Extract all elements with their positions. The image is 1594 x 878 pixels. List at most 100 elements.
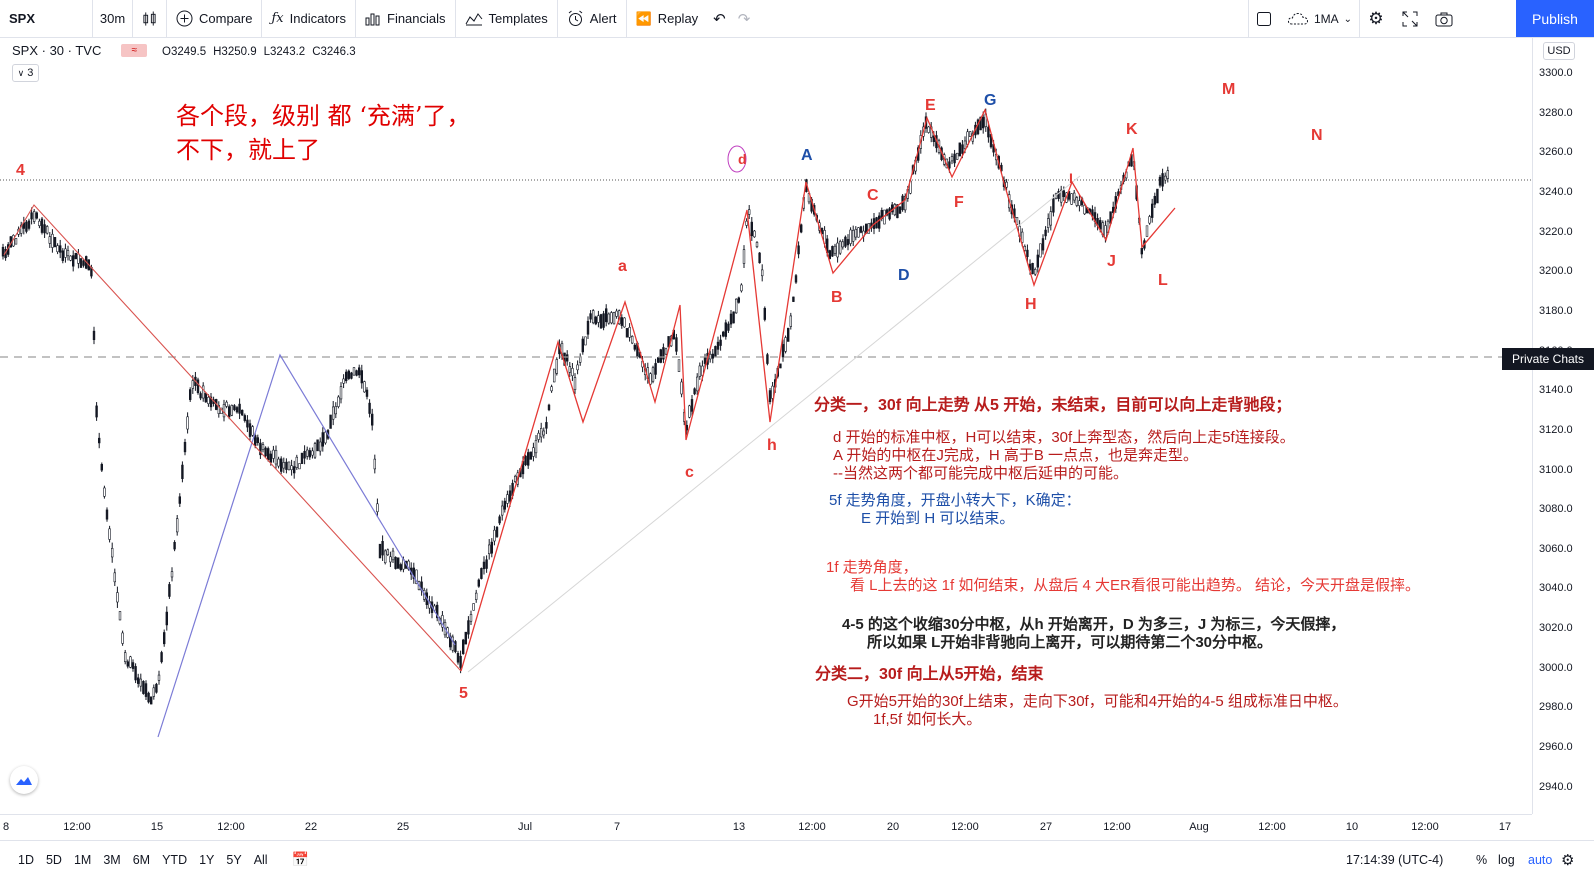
range-button-6m[interactable]: 6M [132,852,151,867]
candle-body [56,245,59,253]
undo-button[interactable]: ↶ [707,0,732,38]
layout-button[interactable]: 1MA ⌄ [1280,0,1360,38]
candle-body [893,204,897,216]
candle-body [1070,193,1073,205]
price-axis[interactable]: 3300.0 3280.0 3260.0 3240.0 3220.0 3200.0 3180… [1532,38,1594,814]
candle-body [903,196,907,211]
candle-body [1015,217,1019,225]
range-button-all[interactable]: All [253,852,268,867]
snapshot-button[interactable] [1430,0,1458,38]
candle-body [688,405,691,418]
candle-body [1140,247,1144,255]
range-button-3m[interactable]: 3M [103,852,121,867]
candle-body [950,156,954,162]
candle-body [157,674,161,681]
private-chats-button[interactable]: Private Chats [1502,348,1594,370]
candle-body [269,453,272,463]
big-annotation-text: 各个段，级别 都 ‘充满’了， 不下，就上了 [176,102,471,164]
candle-body [698,365,702,377]
class1-line1: d 开始的标准中枢，H可以结束，30f上奔型态，然后向上走5f连接段。 [833,429,1295,446]
price-tick-label: 3280.0 [1539,106,1573,119]
ohlc-low: L3243.2 [263,46,306,58]
range-button-5y[interactable]: 5Y [226,852,242,867]
rewind-icon: ⏪ [635,10,652,26]
alert-button[interactable]: Alert [558,0,627,38]
candle-body [542,430,546,436]
candle-body [755,242,759,248]
candle-body [64,248,67,258]
replay-button[interactable]: ⏪ Replay [627,0,708,38]
candle-body [740,284,743,292]
candle-body [734,298,738,314]
candle-body [222,404,226,418]
range-button-ytd[interactable]: YTD [162,852,188,867]
range-button-1d[interactable]: 1D [18,852,34,867]
candle-body [35,212,39,219]
range-button-5d[interactable]: 5D [45,852,62,867]
top-toolbar: SPX 30m Compare ƒx Indicators Financials… [0,0,1594,38]
red-wave-up-line [460,108,1176,672]
candle-body [1148,216,1151,224]
candle-body [573,377,577,391]
candle-body [142,681,145,694]
financials-button[interactable]: Financials [356,0,456,38]
candle-body [1075,197,1079,206]
square-icon [1256,12,1271,26]
tradingview-logo[interactable] [10,766,38,794]
templates-button[interactable]: Templates [456,0,558,38]
candle-body [1052,198,1055,213]
candle-body [14,238,18,245]
candle-body [118,611,122,621]
percent-toggle[interactable]: % [1476,852,1488,867]
wave-label-A: A [801,147,813,164]
candle-body [347,370,350,379]
price-chart[interactable] [0,38,1532,814]
price-tick-label: 3180.0 [1539,304,1573,317]
trend-line [467,175,1081,673]
candle-body [168,584,171,597]
candle-body [230,405,233,416]
range-button-1y[interactable]: 1Y [199,852,215,867]
candle-body [550,386,553,392]
candle-body [30,212,33,220]
range-button-1m[interactable]: 1M [73,852,92,867]
price-tick-label: 3220.0 [1539,225,1573,238]
candle-body [506,494,509,504]
candle-body [838,241,842,254]
candle-body [578,356,582,363]
symbol-search-button[interactable]: SPX [0,0,93,38]
calendar-goto-icon[interactable]: 📅 [291,851,310,867]
candle-body [124,652,127,662]
fullscreen-select-button[interactable] [1248,0,1278,38]
legend-visibility-toggle[interactable]: ≈ [121,44,148,57]
clock-display[interactable]: 17:14:39 (UTC-4) [1346,852,1444,867]
candle-body [43,224,46,234]
indicators-button[interactable]: ƒx Indicators [262,0,356,38]
wave-label-a: a [618,258,627,275]
candle-body [225,401,228,407]
settings-button[interactable]: ⚙ [1362,0,1390,38]
interval-button[interactable]: 30m [93,0,133,38]
publish-button[interactable]: Publish [1516,0,1594,37]
candle-body [279,458,283,472]
currency-button[interactable]: USD [1543,42,1575,60]
fx-icon: ƒx [271,11,284,26]
log-toggle[interactable]: log [1498,852,1515,867]
redo-button[interactable]: ↷ [732,0,757,38]
indicators-collapse-button[interactable]: ∨ 3 [12,64,39,82]
gear-icon[interactable]: ⚙ [1561,851,1575,869]
auto-toggle[interactable]: auto [1528,852,1553,867]
candle-body [461,639,465,655]
plus-circle-icon [176,10,193,27]
candle-body [877,215,881,229]
chart-type-button[interactable] [133,0,167,38]
indicator-count: 3 [27,67,34,79]
time-axis[interactable]: 8 12:00 15 12:00 22 25 Jul 7 13 12:00 20 12:00 27 12:… [0,814,1532,840]
legend-title: SPX · 30 · TVC [12,43,102,58]
fullscreen-button[interactable] [1396,0,1424,38]
price-tick-label: 2960.0 [1539,741,1573,754]
candle-body [467,620,470,635]
compare-button[interactable]: Compare [167,0,263,38]
candle-body [241,409,244,416]
